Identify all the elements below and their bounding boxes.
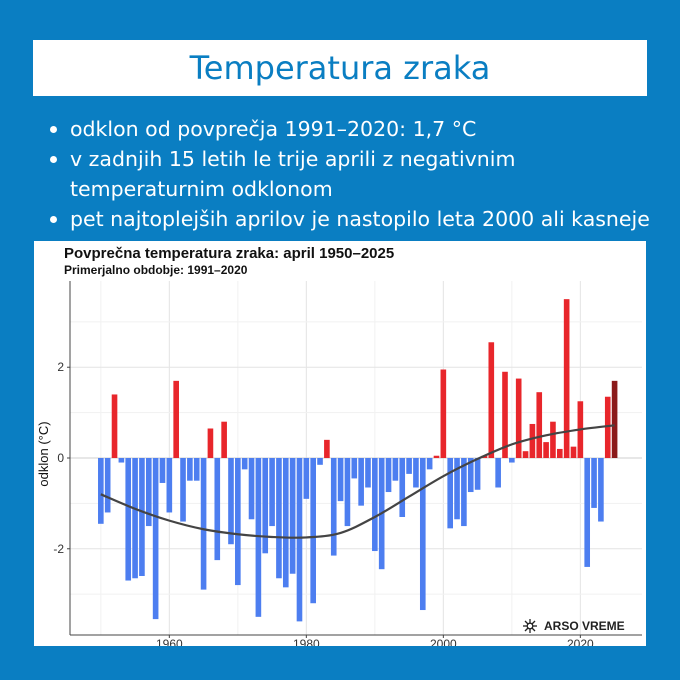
bar-1996 — [413, 458, 419, 488]
x-tick-label: 1980 — [293, 637, 320, 646]
bar-2019 — [570, 446, 577, 458]
bar-2013 — [529, 423, 536, 458]
bar-1978 — [289, 458, 296, 574]
bar-1986 — [344, 458, 351, 527]
y-tick-label: 0 — [57, 451, 64, 465]
bar-1988 — [358, 458, 364, 506]
bar-1984 — [330, 458, 337, 556]
bar-1960 — [166, 458, 173, 513]
bar-1967 — [214, 458, 221, 561]
bar-1959 — [159, 458, 166, 483]
bar-2025 — [611, 380, 618, 458]
bar-1968 — [221, 421, 227, 458]
bar-1987 — [351, 458, 358, 479]
chart-title: Povprečna temperatura zraka: april 1950–… — [64, 245, 394, 262]
bar-1972 — [248, 458, 255, 520]
bar-1958 — [152, 458, 159, 620]
x-tick-label: 2020 — [567, 637, 594, 646]
bar-1979 — [296, 458, 303, 622]
title-box: Temperatura zraka — [33, 40, 647, 96]
bar-1952 — [111, 394, 118, 458]
page-title: Temperatura zraka — [189, 49, 491, 87]
bar-2002 — [454, 458, 460, 520]
bullet-item: pet najtoplejših aprilov je nastopilo le… — [50, 204, 660, 234]
bar-1961 — [173, 380, 179, 458]
bar-1995 — [406, 458, 412, 474]
bar-2000 — [440, 369, 447, 458]
bar-1954 — [125, 458, 132, 581]
bar-1964 — [193, 458, 200, 481]
bar-1990 — [372, 458, 378, 552]
bar-1985 — [337, 458, 344, 502]
bar-1969 — [228, 458, 234, 545]
bar-1970 — [235, 458, 241, 586]
x-tick-label: 2000 — [430, 637, 457, 646]
bar-2024 — [604, 396, 611, 458]
bar-1982 — [317, 458, 323, 465]
bar-1997 — [419, 458, 426, 611]
bar-1957 — [145, 458, 152, 527]
bar-2018 — [563, 299, 570, 458]
bullet-list: odklon od povprečja 1991–2020: 1,7 °C v … — [50, 114, 660, 234]
y-tick-label: -2 — [53, 542, 64, 556]
bar-1989 — [365, 458, 371, 488]
bar-2015 — [543, 442, 549, 458]
bar-1971 — [241, 458, 248, 470]
bar-1994 — [399, 458, 406, 517]
bar-1975 — [269, 458, 275, 527]
bar-1992 — [385, 458, 392, 493]
bar-1983 — [324, 439, 330, 458]
bar-2003 — [461, 458, 467, 527]
bar-1965 — [200, 458, 207, 590]
temperature-anomaly-chart: Povprečna temperatura zraka: april 1950–… — [36, 245, 642, 646]
bar-2017 — [556, 448, 563, 458]
bar-2005 — [474, 458, 481, 490]
bar-2021 — [584, 458, 591, 567]
bar-1993 — [392, 458, 399, 481]
bar-2011 — [515, 378, 522, 458]
bullet-item: odklon od povprečja 1991–2020: 1,7 °C — [50, 114, 660, 144]
bar-1966 — [207, 428, 214, 458]
bar-2023 — [598, 458, 604, 522]
bar-2001 — [447, 458, 454, 529]
bar-1956 — [139, 458, 145, 576]
bar-2022 — [591, 458, 597, 508]
bar-2010 — [509, 458, 515, 463]
bar-2016 — [550, 421, 556, 458]
x-tick-label: 1960 — [156, 637, 183, 646]
bar-1981 — [310, 458, 316, 604]
bar-1973 — [255, 458, 262, 617]
bar-2012 — [522, 451, 529, 458]
bar-1998 — [426, 458, 433, 470]
bar-1999 — [433, 455, 440, 458]
bar-1962 — [180, 458, 186, 522]
bar-2008 — [495, 458, 501, 488]
bar-1977 — [282, 458, 289, 588]
bar-1950 — [98, 458, 104, 524]
bar-1955 — [132, 458, 138, 579]
bar-2009 — [502, 371, 508, 458]
arso-logo: ARSO VREME — [523, 619, 625, 633]
trend-line — [100, 424, 615, 539]
bar-1963 — [187, 458, 193, 481]
chart-panel: Povprečna temperatura zraka: april 1950–… — [34, 241, 646, 646]
bar-2014 — [536, 392, 543, 458]
bar-2004 — [467, 458, 474, 493]
bar-1976 — [276, 458, 282, 579]
bar-2007 — [488, 342, 495, 458]
bar-1951 — [104, 458, 111, 513]
bar-1974 — [262, 458, 269, 554]
bar-1980 — [303, 458, 310, 499]
bullet-item: v zadnjih 15 letih le trije aprili z neg… — [50, 144, 660, 204]
y-tick-label: 2 — [57, 360, 64, 374]
sun-icon — [523, 619, 537, 633]
y-axis-label: odklon (°C) — [36, 421, 51, 486]
logo-text: ARSO VREME — [544, 619, 625, 633]
bar-1953 — [118, 458, 125, 463]
chart-subtitle: Primerjalno obdobje: 1991–2020 — [64, 263, 248, 277]
